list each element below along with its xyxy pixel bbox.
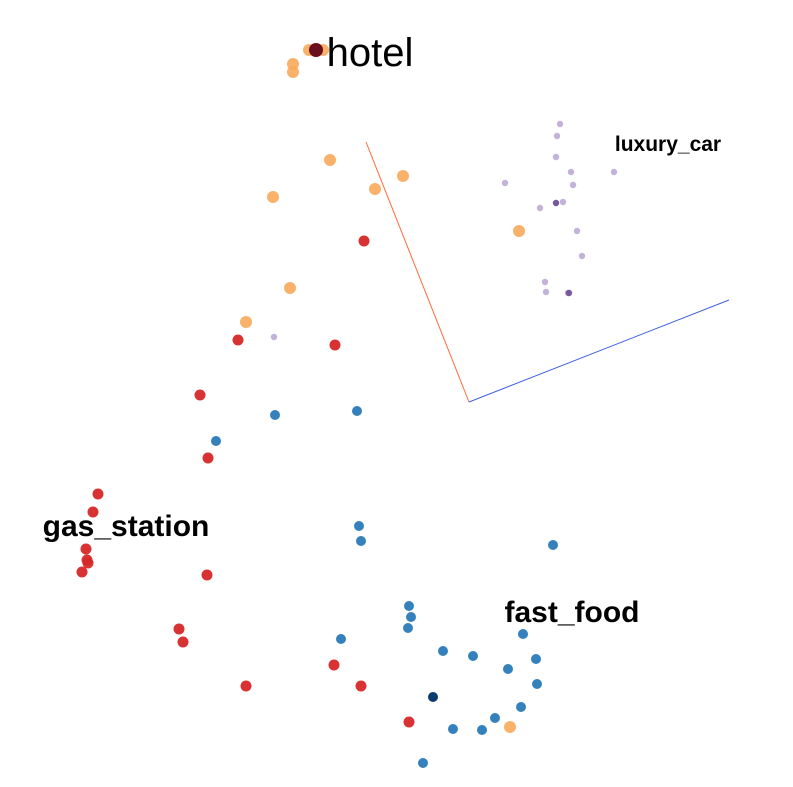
point-fast-food-4 bbox=[356, 536, 366, 546]
point-fast-food-11 bbox=[438, 646, 448, 656]
point-fast-food-12 bbox=[468, 651, 478, 661]
axis-lines-group bbox=[365, 141, 730, 403]
point-luxury-car-11 bbox=[578, 252, 586, 260]
point-luxury-car-10 bbox=[573, 227, 581, 235]
point-hotel-12 bbox=[504, 721, 516, 733]
point-fast-food-13 bbox=[531, 654, 541, 664]
point-fast-food-16 bbox=[516, 702, 526, 712]
point-fast-food-7 bbox=[406, 612, 416, 622]
cluster-label-luxury-car: luxury_car bbox=[615, 133, 721, 156]
point-hotel-9 bbox=[284, 282, 296, 294]
point-gas-station-13 bbox=[177, 636, 189, 648]
point-luxury-car-6 bbox=[569, 181, 577, 189]
cluster-labels-group: hotel luxury_car gas_station fast_food bbox=[43, 31, 721, 629]
data-points-group bbox=[76, 43, 618, 768]
point-gas-station-14 bbox=[240, 680, 252, 692]
point-gas-station-0 bbox=[358, 235, 370, 247]
point-fast-food-8 bbox=[403, 623, 413, 633]
point-gas-station-4 bbox=[202, 452, 214, 464]
point-hotel-7 bbox=[397, 170, 409, 182]
point-gas-station-5 bbox=[92, 488, 104, 500]
point-gas-station-6 bbox=[87, 506, 99, 518]
point-fast-food-18 bbox=[477, 725, 487, 735]
point-fast-food-17 bbox=[490, 713, 500, 723]
point-gas-station-17 bbox=[403, 716, 415, 728]
point-luxury-car-dark-0 bbox=[552, 199, 560, 207]
point-luxury-car-13 bbox=[542, 288, 550, 296]
point-gas-station-2 bbox=[329, 339, 341, 351]
point-fast-food-10 bbox=[336, 634, 346, 644]
point-fast-food-0 bbox=[270, 410, 280, 420]
point-hotel-11 bbox=[513, 225, 525, 237]
point-gas-station-9 bbox=[82, 557, 94, 569]
cluster-label-fast-food: fast_food bbox=[505, 596, 640, 629]
point-luxury-car-5 bbox=[501, 179, 509, 187]
point-gas-station-10 bbox=[76, 566, 88, 578]
point-luxury-car-1 bbox=[553, 132, 561, 140]
point-fast-food-19 bbox=[448, 724, 458, 734]
point-luxury-car-4 bbox=[567, 168, 575, 176]
point-luxury-car-15 bbox=[270, 333, 278, 341]
point-gas-station-1 bbox=[232, 334, 244, 346]
point-fast-food-14 bbox=[503, 664, 513, 674]
point-fast-food-1 bbox=[352, 406, 362, 416]
cluster-label-hotel: hotel bbox=[327, 31, 414, 75]
point-luxury-car-12 bbox=[541, 278, 549, 286]
point-fast-food-3 bbox=[354, 521, 364, 531]
cluster-label-gas-station: gas_station bbox=[43, 510, 210, 543]
point-luxury-car-9 bbox=[536, 204, 544, 212]
point-fast-food-20 bbox=[418, 758, 428, 768]
point-luxury-car-dark-1 bbox=[565, 289, 573, 297]
point-luxury-car-3 bbox=[610, 168, 618, 176]
point-fast-food-dark-0 bbox=[428, 692, 438, 702]
axis-line-1 bbox=[468, 299, 730, 403]
point-fast-food-2 bbox=[211, 436, 221, 446]
point-gas-station-3 bbox=[194, 389, 206, 401]
point-hotel-6 bbox=[369, 183, 381, 195]
point-hotel-8 bbox=[267, 191, 279, 203]
point-luxury-car-2 bbox=[552, 153, 560, 161]
point-gas-station-16 bbox=[355, 680, 367, 692]
point-fast-food-9 bbox=[518, 629, 528, 639]
point-hotel-10 bbox=[240, 316, 252, 328]
point-fast-food-6 bbox=[404, 601, 414, 611]
point-gas-station-12 bbox=[173, 623, 185, 635]
point-luxury-car-0 bbox=[556, 120, 564, 128]
point-hotel-4 bbox=[287, 66, 299, 78]
point-gas-station-15 bbox=[328, 659, 340, 671]
point-luxury-car-8 bbox=[559, 198, 567, 206]
point-hotel-5 bbox=[324, 154, 336, 166]
point-gas-station-11 bbox=[201, 569, 213, 581]
point-hotel-dark-0 bbox=[309, 43, 323, 57]
point-fast-food-5 bbox=[548, 540, 558, 550]
point-gas-station-7 bbox=[80, 543, 92, 555]
axis-line-0 bbox=[365, 141, 470, 403]
point-fast-food-15 bbox=[532, 679, 542, 689]
